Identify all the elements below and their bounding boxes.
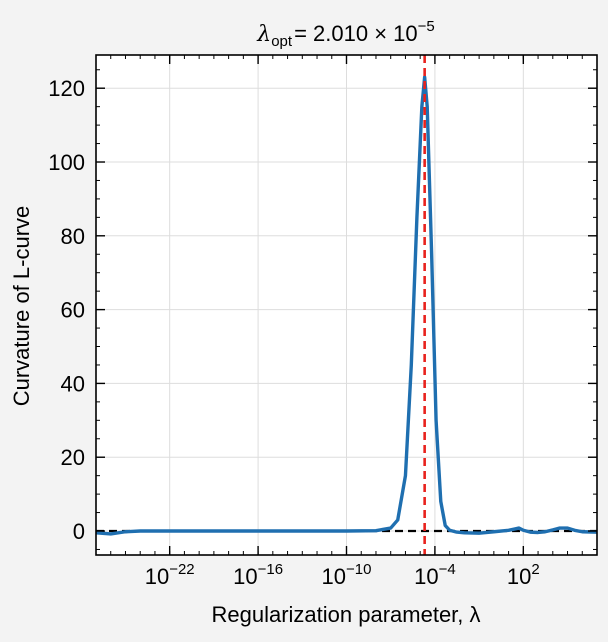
x-tick-label: 102: [507, 561, 540, 589]
curvature-series-line: [95, 75, 598, 536]
title-exponent: −5: [418, 18, 435, 35]
x-tick-label: 10−4: [414, 561, 456, 589]
series-group: [95, 75, 598, 536]
y-axis-label: Curvature of L-curve: [9, 206, 34, 407]
y-tick-label: 20: [61, 445, 85, 470]
y-tick-label: 0: [73, 519, 85, 544]
x-tick-label: 10−10: [322, 561, 372, 589]
x-tick-label: 10−16: [233, 561, 283, 589]
y-tick-label: 80: [61, 224, 85, 249]
title-subscript: opt: [271, 33, 293, 50]
y-tick-label: 40: [61, 371, 85, 396]
x-tick-label: 10−22: [145, 561, 195, 589]
x-axis-label: Regularization parameter, λ: [211, 602, 480, 627]
y-tick-label: 120: [48, 76, 85, 101]
chart-title: λopt= 2.010 × 10−5: [256, 18, 434, 50]
y-tick-label: 100: [48, 150, 85, 175]
plot-frame: [95, 54, 598, 556]
title-lambda: λ: [256, 22, 271, 47]
y-tick-label: 60: [61, 298, 85, 323]
title-equals: = 2.010 × 10: [294, 21, 418, 46]
